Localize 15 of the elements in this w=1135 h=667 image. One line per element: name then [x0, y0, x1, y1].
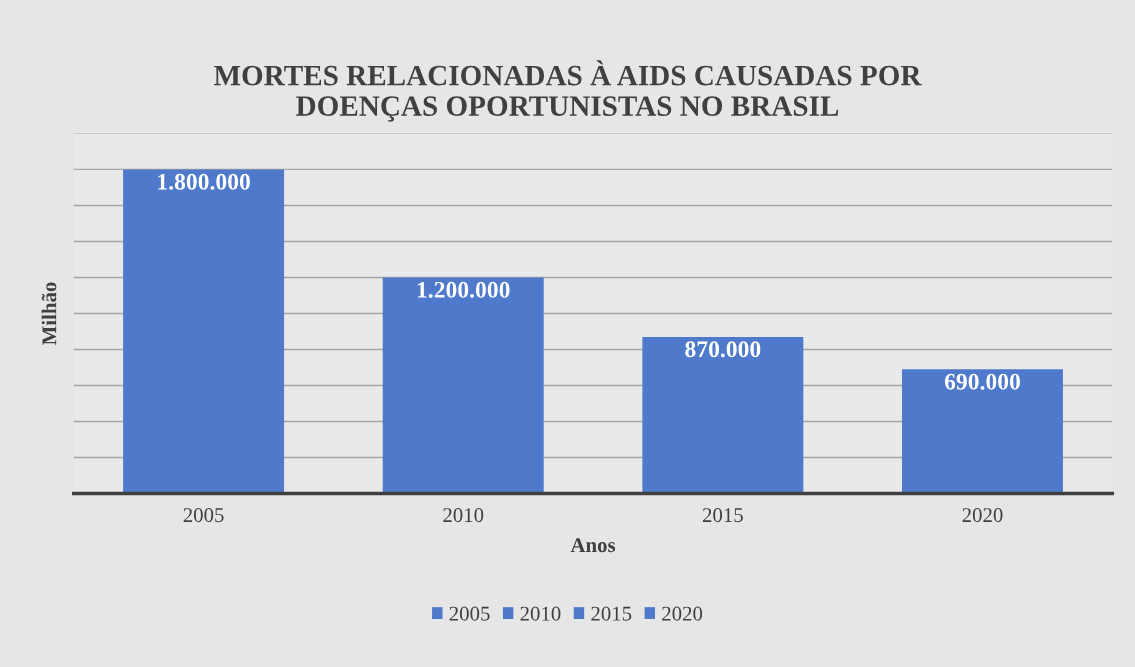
- x-tick-label: 2020: [962, 508, 1003, 523]
- y-axis-title: Milhão: [41, 282, 57, 345]
- legend-label: 2020: [662, 606, 703, 621]
- x-axis-title: Anos: [570, 538, 616, 553]
- data-label: 690.000: [944, 373, 1020, 390]
- legend-label: 2010: [520, 606, 561, 621]
- x-tick-label: 2010: [443, 508, 484, 523]
- data-label: 1.800.000: [158, 173, 250, 190]
- x-tick-label: 2005: [183, 508, 224, 523]
- data-label: 870.000: [685, 341, 761, 358]
- legend-label: 2005: [449, 606, 490, 621]
- chart-title: MORTES RELACIONADAS À AIDS CAUSADAS POR DOENÇAS OPORTUNISTAS NO BRASIL: [213, 60, 922, 122]
- x-tick-label: 2015: [702, 508, 743, 523]
- legend-label: 2015: [591, 606, 632, 621]
- data-label: 1.200.000: [417, 281, 510, 298]
